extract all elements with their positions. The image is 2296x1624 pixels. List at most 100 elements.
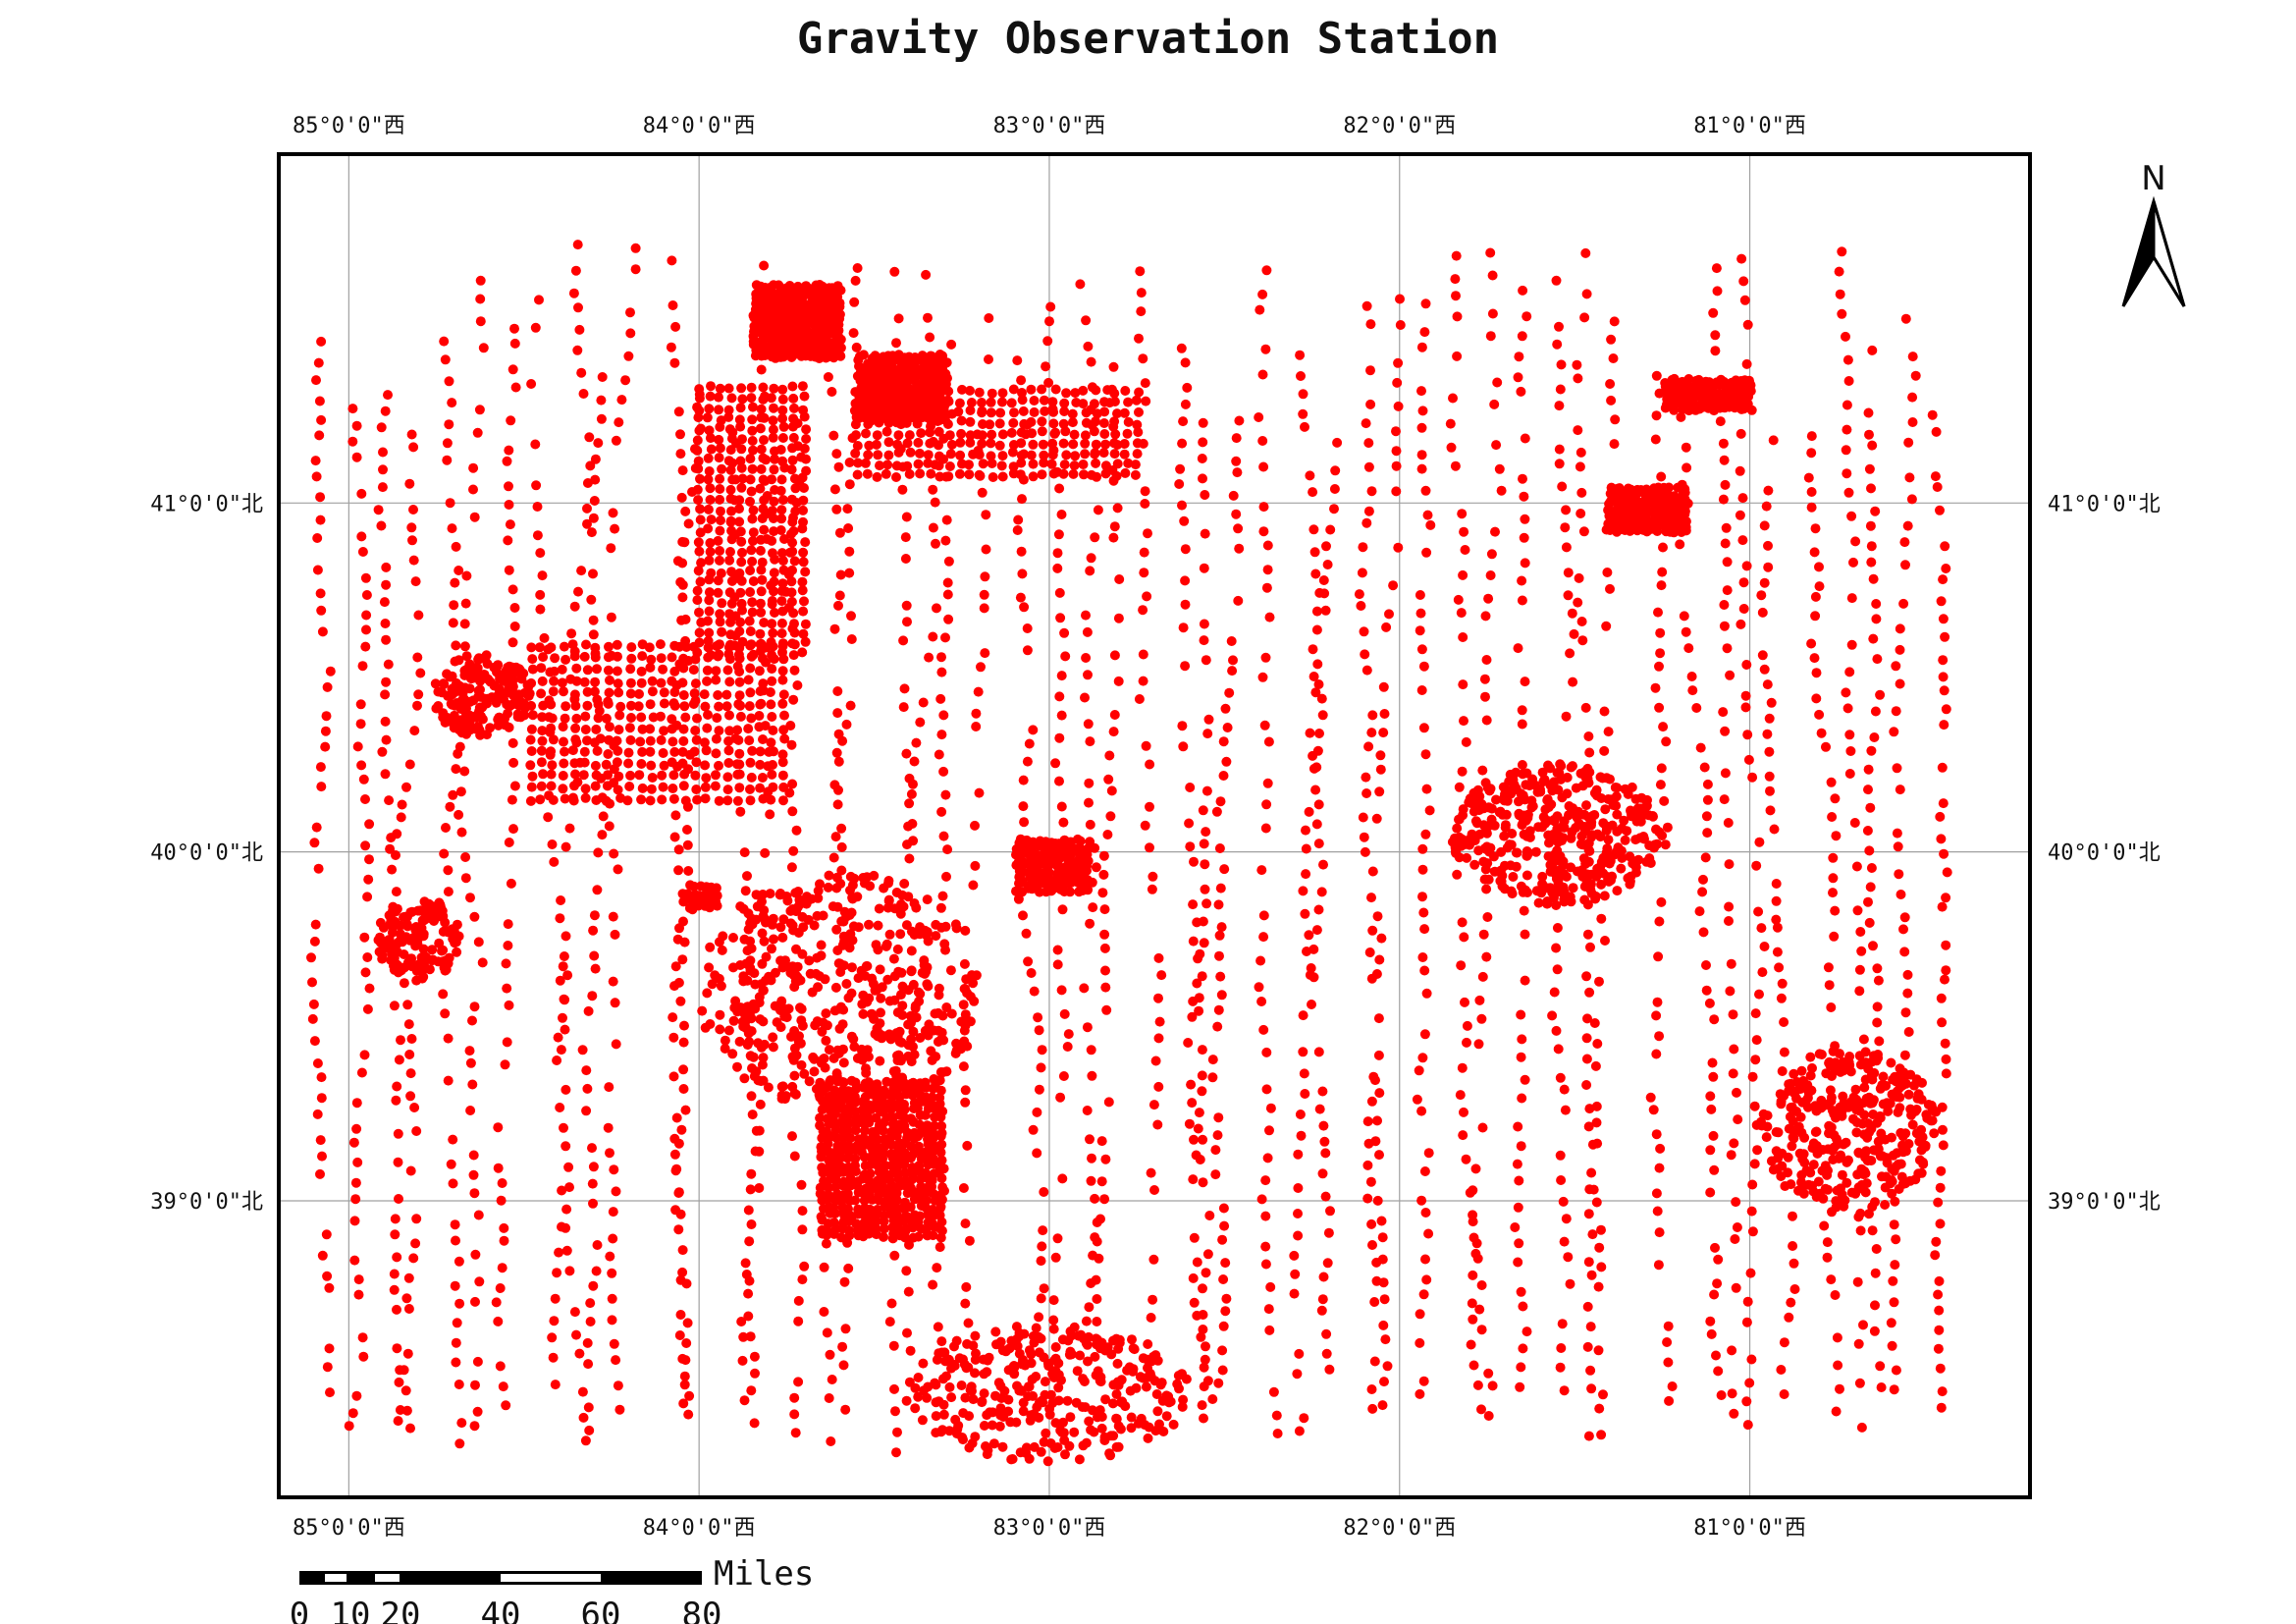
station-point [1037, 1241, 1047, 1252]
station-point [1019, 817, 1030, 828]
station-point [614, 771, 624, 782]
station-point [547, 760, 558, 771]
station-point [324, 1343, 335, 1354]
station-point [1468, 806, 1479, 817]
station-point [1080, 692, 1090, 703]
station-point [1680, 506, 1690, 516]
station-point [1895, 678, 1905, 689]
station-point [1036, 1256, 1046, 1267]
station-point [769, 746, 778, 757]
station-point [507, 737, 518, 748]
station-point [668, 793, 679, 804]
station-point [1085, 837, 1095, 847]
station-point [1842, 703, 1853, 714]
station-point [560, 1024, 570, 1035]
station-point [315, 1168, 325, 1179]
station-point [1718, 707, 1729, 718]
station-point [1418, 1376, 1429, 1386]
station-point [1148, 1351, 1158, 1362]
station-point [1418, 723, 1429, 733]
station-point [503, 535, 513, 546]
station-point [734, 783, 745, 793]
station-point [1054, 732, 1065, 743]
station-point [901, 1395, 912, 1406]
station-point [1207, 1055, 1218, 1065]
station-point [1496, 876, 1507, 887]
station-point [1935, 505, 1945, 515]
station-point [507, 364, 518, 375]
station-point [1623, 788, 1633, 799]
station-point [917, 1415, 928, 1426]
station-point [418, 915, 429, 926]
station-point [613, 745, 623, 756]
station-point [1708, 1130, 1719, 1141]
station-point [1936, 834, 1947, 844]
station-point [495, 1361, 506, 1372]
station-point [403, 1304, 414, 1314]
station-point [1039, 1187, 1049, 1197]
station-point [1533, 897, 1544, 908]
station-point [1177, 1369, 1187, 1380]
station-point [906, 946, 917, 956]
station-point [849, 297, 860, 307]
station-point [536, 745, 547, 756]
station-point [1520, 975, 1530, 986]
station-point [1476, 1013, 1487, 1024]
station-point [491, 1297, 502, 1308]
station-point [1757, 607, 1768, 618]
station-point [606, 612, 616, 623]
station-point [936, 806, 947, 817]
station-point [1842, 400, 1852, 410]
station-point [743, 724, 754, 734]
station-point [1148, 1294, 1158, 1305]
station-point [677, 1267, 688, 1277]
station-point [918, 1358, 929, 1369]
station-point [1052, 563, 1063, 573]
station-point [357, 547, 368, 557]
station-point [689, 688, 700, 699]
station-point [965, 1384, 976, 1395]
station-point [404, 1050, 415, 1059]
station-point [1759, 577, 1770, 588]
station-point [1300, 421, 1309, 432]
station-point [507, 584, 518, 595]
station-point [1650, 682, 1661, 693]
station-point [456, 1418, 467, 1429]
station-point [1357, 568, 1367, 578]
station-point [1729, 1138, 1739, 1149]
station-point [410, 576, 421, 587]
station-point [1855, 1225, 1866, 1236]
station-point [352, 1157, 363, 1167]
station-point [977, 1396, 988, 1407]
station-point [995, 1410, 1006, 1421]
station-point [1540, 804, 1551, 815]
station-point [380, 769, 391, 780]
station-point [451, 541, 461, 552]
station-point [1741, 1396, 1752, 1407]
station-point [562, 970, 573, 981]
station-point [1827, 812, 1838, 822]
station-point [1858, 1034, 1869, 1045]
station-point [1806, 502, 1817, 513]
station-point [560, 793, 570, 804]
station-point [1255, 304, 1265, 315]
station-point [434, 938, 445, 948]
station-point [1199, 619, 1209, 629]
station-point [938, 831, 949, 841]
station-point [1460, 997, 1469, 1007]
station-point [1487, 308, 1498, 319]
station-point [535, 589, 546, 600]
station-point [1491, 440, 1502, 451]
station-point [1059, 1008, 1070, 1019]
station-point [1548, 830, 1559, 839]
station-point [669, 981, 679, 992]
station-point [927, 1205, 937, 1215]
station-point [410, 941, 421, 951]
station-point [1481, 828, 1492, 839]
station-point [616, 395, 627, 406]
station-point [962, 1140, 973, 1151]
station-point [682, 1318, 693, 1328]
station-point [1371, 969, 1382, 979]
station-point [1298, 886, 1308, 896]
station-point [1018, 1397, 1029, 1408]
